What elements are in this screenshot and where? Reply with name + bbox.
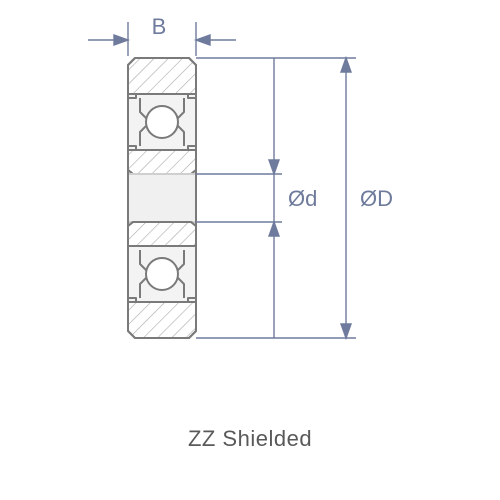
ball-bottom <box>146 258 178 290</box>
dimension-B-label: B <box>152 14 167 39</box>
ball-top <box>146 106 178 138</box>
dimension-d-label: Ød <box>288 186 317 211</box>
bearing-cross-section-diagram: B Ød ØD <box>0 0 500 500</box>
dimension-B: B <box>88 14 236 56</box>
bearing-body <box>128 58 196 338</box>
dimension-D-label: ØD <box>360 186 393 211</box>
bore-gap <box>128 174 196 222</box>
figure-caption: ZZ Shielded <box>0 426 500 452</box>
dimension-d: Ød <box>196 58 317 338</box>
figure-stage: B Ød ØD ZZ Shielded <box>0 0 500 500</box>
